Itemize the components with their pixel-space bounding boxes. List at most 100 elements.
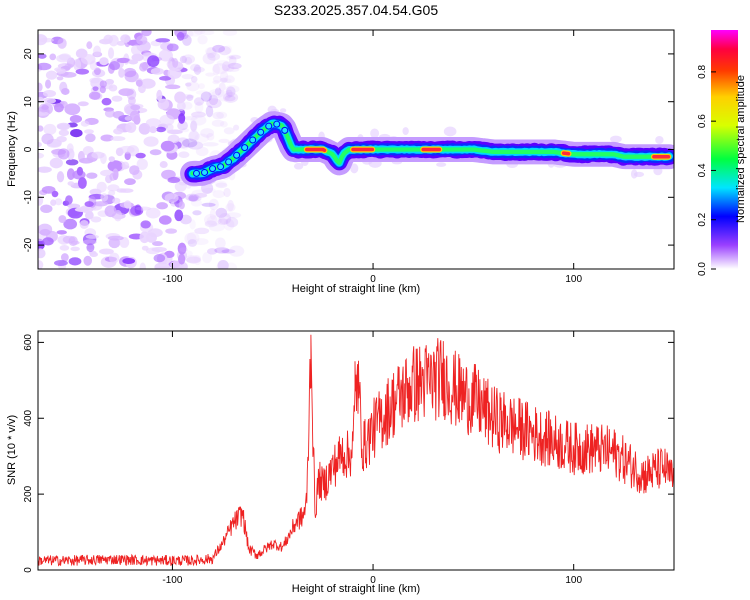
- noise-blob: [176, 31, 185, 41]
- noise-blob: [221, 249, 236, 254]
- colorbar-tick-label: 0.8: [697, 64, 708, 78]
- noise-blob: [38, 111, 49, 116]
- noise-blob: [43, 123, 57, 136]
- noise-blob: [218, 82, 226, 92]
- noise-blob: [223, 187, 231, 198]
- colorbar-tick-label: 0.4: [697, 163, 708, 177]
- noise-blob: [139, 262, 146, 269]
- noise-blob: [189, 219, 196, 230]
- noise-blob: [118, 88, 134, 97]
- noise-blob: [123, 200, 132, 209]
- noise-blob: [192, 210, 202, 216]
- noise-blob: [84, 129, 94, 134]
- noise-blob: [38, 223, 53, 236]
- y-tick-label: 0: [23, 146, 34, 152]
- noise-blob: [134, 204, 142, 215]
- noise-blob: [208, 198, 219, 211]
- noise-blob: [49, 157, 63, 169]
- noise-blob: [85, 234, 99, 239]
- noise-blob: [116, 148, 123, 156]
- noise-blob: [172, 58, 179, 68]
- noise-blob: [54, 198, 63, 206]
- noise-blob: [212, 63, 228, 75]
- noise-blob: [176, 100, 186, 111]
- noise-blob: [99, 80, 107, 88]
- noise-blob: [202, 142, 219, 147]
- noise-blob: [184, 232, 197, 245]
- noise-blob: [190, 115, 207, 126]
- snr-x-label: Height of straight line (km): [292, 583, 420, 595]
- noise-blob: [141, 30, 152, 37]
- noise-blob: [187, 30, 203, 37]
- noise-blob: [108, 252, 120, 264]
- ridge-blob: [241, 144, 249, 152]
- noise-blob: [630, 169, 638, 179]
- noise-blob: [195, 146, 209, 157]
- ridge-blob: [192, 169, 200, 177]
- noise-blob: [181, 140, 190, 150]
- noise-blob: [76, 166, 84, 176]
- noise-blob: [190, 63, 201, 72]
- noise-blob: [198, 83, 205, 90]
- noise-blob: [197, 34, 208, 45]
- noise-blob: [53, 103, 64, 113]
- noise-blob: [38, 260, 44, 269]
- noise-blob: [63, 218, 78, 230]
- noise-blob: [201, 202, 216, 207]
- noise-blob: [125, 122, 137, 133]
- noise-blob: [77, 101, 89, 107]
- noise-blob: [120, 34, 131, 43]
- noise-blob: [216, 111, 228, 119]
- noise-blob: [293, 162, 304, 170]
- noise-blob: [38, 166, 52, 173]
- noise-blob: [159, 161, 168, 169]
- noise-blob: [113, 128, 124, 135]
- noise-blob: [215, 207, 228, 218]
- noise-blob: [100, 152, 107, 165]
- noise-blob: [202, 187, 216, 194]
- noise-blob: [165, 84, 181, 90]
- noise-blob: [209, 208, 217, 220]
- noise-blob: [135, 79, 143, 87]
- noise-blob: [212, 75, 222, 83]
- noise-blob: [185, 193, 200, 202]
- noise-blob: [192, 66, 205, 73]
- ridge-blob: [265, 122, 273, 130]
- noise-blob: [121, 161, 130, 170]
- noise-blob: [212, 63, 220, 76]
- noise-blob: [147, 55, 160, 68]
- x-tick-label: 100: [565, 575, 582, 586]
- noise-blob: [135, 152, 146, 159]
- noise-blob: [215, 237, 226, 249]
- noise-blob: [77, 150, 85, 162]
- noise-blob: [90, 216, 102, 223]
- noise-blob: [193, 30, 206, 35]
- noise-blob: [85, 133, 96, 143]
- noise-blob: [225, 89, 233, 98]
- noise-blob: [80, 120, 90, 127]
- noise-blob: [65, 159, 79, 166]
- noise-blob: [179, 247, 188, 253]
- noise-blob: [186, 81, 200, 92]
- noise-blob: [177, 120, 188, 131]
- noise-blob: [152, 241, 164, 247]
- noise-blob: [222, 30, 238, 36]
- noise-blob: [610, 135, 622, 143]
- noise-blob: [104, 78, 115, 85]
- noise-blob: [186, 231, 200, 244]
- noise-blob: [108, 189, 116, 196]
- noise-blob: [62, 235, 76, 244]
- noise-blob: [174, 181, 187, 192]
- noise-blob: [191, 111, 206, 118]
- noise-blob: [206, 133, 215, 141]
- noise-blob: [193, 97, 205, 106]
- noise-blob: [227, 62, 242, 70]
- noise-blob: [219, 77, 228, 83]
- noise-blob: [205, 47, 217, 56]
- noise-blob: [124, 178, 136, 186]
- snr-plot-area: [38, 334, 674, 567]
- noise-blob: [60, 253, 69, 262]
- noise-blob: [181, 54, 195, 64]
- noise-blob: [109, 172, 117, 181]
- noise-blob: [202, 252, 213, 264]
